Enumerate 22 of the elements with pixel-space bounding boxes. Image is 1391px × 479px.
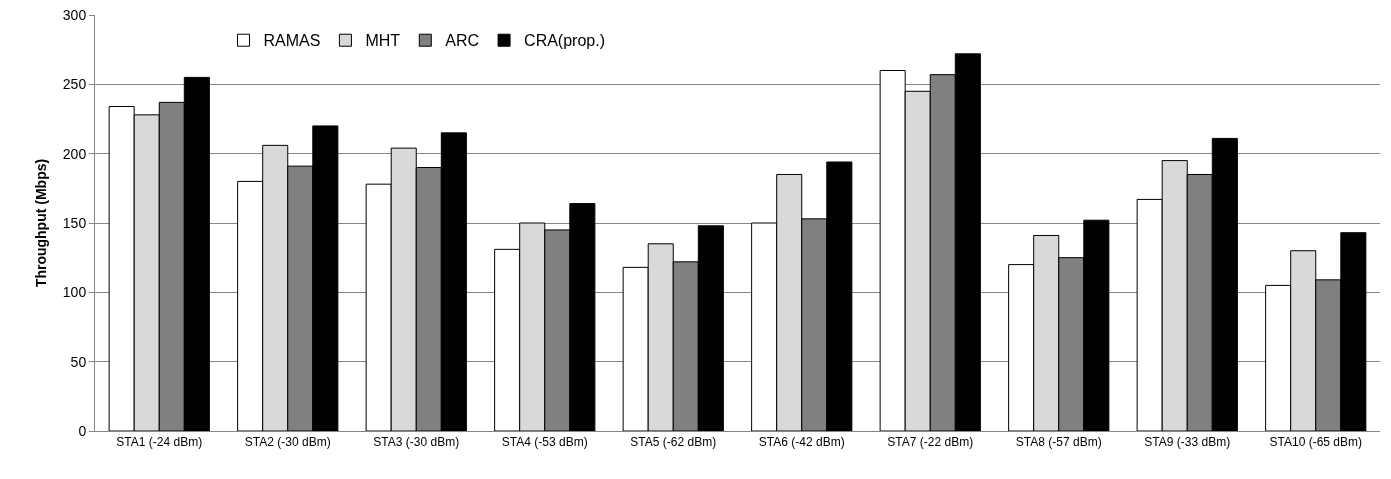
y-tick-label: 250 [62, 76, 87, 93]
y-tick-label: 50 [70, 353, 87, 370]
y-tick-label: 200 [62, 145, 87, 162]
legend-label: CRA(prop.) [524, 32, 605, 50]
x-tick-label: STA1 (-24 dBm) [116, 435, 203, 450]
x-tick-label: STA8 (-57 dBm) [1015, 435, 1102, 450]
legend-label: ARC [445, 32, 480, 50]
x-tick-label: STA9 (-33 dBm) [1144, 435, 1231, 450]
legend-label: MHT [365, 32, 401, 50]
x-tick-label: STA3 (-30 dBm) [373, 435, 460, 450]
y-tick-label: 150 [62, 214, 87, 231]
x-tick-label: STA4 (-53 dBm) [501, 435, 588, 450]
y-tick-label: 300 [62, 6, 87, 23]
y-axis-title: Throughput (Mbps) [33, 158, 50, 288]
x-tick-label: STA6 (-42 dBm) [758, 435, 845, 450]
x-tick-label: STA2 (-30 dBm) [244, 435, 331, 450]
x-tick-label: STA10 (-65 dBm) [1269, 435, 1362, 450]
y-tick-label: 0 [78, 422, 87, 439]
y-tick-label: 100 [62, 284, 87, 301]
x-tick-label: STA7 (-22 dBm) [887, 435, 974, 450]
legend-label: RAMAS [263, 32, 321, 50]
x-tick-label: STA5 (-62 dBm) [630, 435, 717, 450]
